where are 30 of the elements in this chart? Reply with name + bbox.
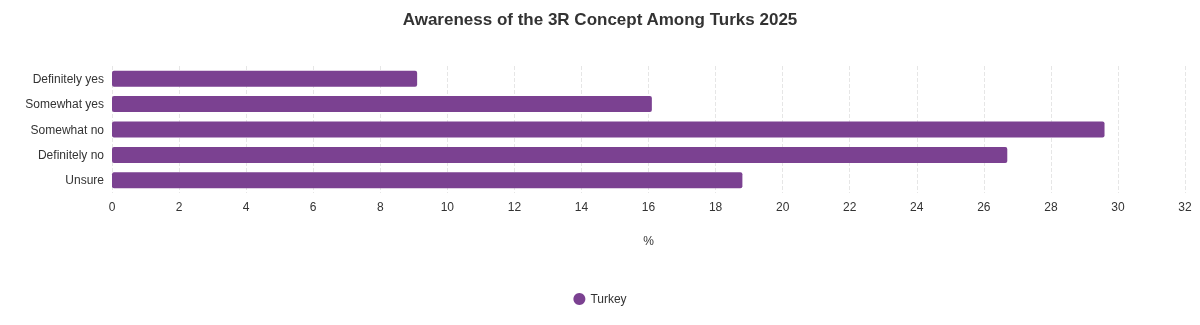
x-tick-label: 18 [708, 200, 723, 214]
x-tick-label: 2 [175, 200, 183, 214]
y-tick-label: Somewhat no [30, 122, 105, 137]
x-tick-label: 24 [910, 200, 924, 214]
bar [112, 172, 743, 189]
x-tick-label: 32 [1178, 200, 1192, 214]
x-tick-label: 16 [641, 200, 656, 214]
x-axis-title: % [643, 234, 655, 248]
y-tick-label: Unsure [65, 173, 105, 188]
x-tick-label: 0 [108, 200, 116, 214]
y-tick-label: Definitely yes [32, 71, 104, 86]
legend-label: Turkey [590, 292, 627, 306]
x-tick-label: 10 [440, 200, 455, 214]
x-tick-label: 28 [1044, 200, 1058, 214]
x-tick-label: 6 [309, 200, 317, 214]
x-tick-label: 30 [1111, 200, 1125, 214]
chart-title: Awareness of the 3R Concept Among Turks 2025 [402, 10, 798, 29]
x-tick-label: 26 [977, 200, 991, 214]
x-tick-label: 20 [775, 200, 790, 214]
x-tick-label: 14 [574, 200, 589, 214]
bar [112, 146, 1008, 163]
y-tick-label: Definitely no [37, 147, 105, 162]
x-tick-label: 22 [843, 200, 857, 214]
bar [112, 70, 418, 87]
y-tick-label: Somewhat yes [25, 97, 104, 112]
x-tick-label: 4 [242, 200, 250, 214]
x-tick-label: 12 [507, 200, 522, 214]
bar [112, 121, 1105, 138]
bar [112, 96, 652, 113]
x-tick-label: 8 [376, 200, 384, 214]
